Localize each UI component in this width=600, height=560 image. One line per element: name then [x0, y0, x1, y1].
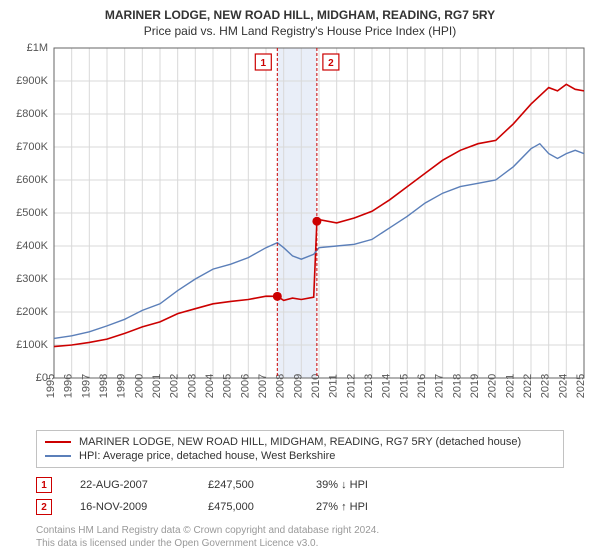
svg-text:2009: 2009 [292, 374, 304, 398]
svg-text:£600K: £600K [16, 174, 48, 186]
sale-date: 22-AUG-2007 [80, 479, 180, 491]
svg-text:2000: 2000 [133, 374, 145, 398]
svg-text:2004: 2004 [204, 374, 216, 398]
legend-label: HPI: Average price, detached house, West… [79, 450, 335, 462]
svg-text:2018: 2018 [451, 374, 463, 398]
svg-text:£200K: £200K [16, 306, 48, 318]
legend-swatch [45, 455, 71, 457]
svg-text:2024: 2024 [557, 374, 569, 398]
svg-text:2012: 2012 [345, 374, 357, 398]
legend-swatch [45, 441, 71, 443]
svg-text:£500K: £500K [16, 207, 48, 219]
marker-chip: 1 [36, 477, 52, 493]
svg-text:2021: 2021 [504, 374, 516, 398]
chart-svg: £0£100K£200K£300K£400K£500K£600K£700K£80… [0, 42, 600, 422]
svg-text:£400K: £400K [16, 240, 48, 252]
legend-item-property: MARINER LODGE, NEW ROAD HILL, MIDGHAM, R… [45, 435, 555, 449]
sale-delta: 39% ↓ HPI [316, 479, 416, 491]
sale-price: £247,500 [208, 479, 288, 491]
svg-text:£800K: £800K [16, 108, 48, 120]
legend-item-hpi: HPI: Average price, detached house, West… [45, 449, 555, 463]
svg-text:1998: 1998 [98, 374, 110, 398]
svg-text:1996: 1996 [63, 374, 75, 398]
svg-text:2023: 2023 [540, 374, 552, 398]
svg-text:2014: 2014 [381, 374, 393, 398]
disclaimer-line: Contains HM Land Registry data © Crown c… [36, 524, 564, 537]
svg-text:2020: 2020 [487, 374, 499, 398]
svg-text:2001: 2001 [151, 374, 163, 398]
sale-delta: 27% ↑ HPI [316, 501, 416, 513]
price-chart: £0£100K£200K£300K£400K£500K£600K£700K£80… [0, 42, 600, 422]
svg-text:2008: 2008 [275, 374, 287, 398]
svg-text:1: 1 [261, 58, 267, 69]
svg-text:£100K: £100K [16, 339, 48, 351]
svg-text:2013: 2013 [363, 374, 375, 398]
svg-text:2015: 2015 [398, 374, 410, 398]
svg-text:2006: 2006 [239, 374, 251, 398]
svg-text:£700K: £700K [16, 141, 48, 153]
svg-text:2017: 2017 [434, 374, 446, 398]
svg-text:2003: 2003 [186, 374, 198, 398]
svg-text:2007: 2007 [257, 374, 269, 398]
disclaimer-line: This data is licensed under the Open Gov… [36, 537, 564, 550]
sale-price: £475,000 [208, 501, 288, 513]
svg-text:2010: 2010 [310, 374, 322, 398]
sale-date: 16-NOV-2009 [80, 501, 180, 513]
svg-text:2025: 2025 [575, 374, 587, 398]
legend: MARINER LODGE, NEW ROAD HILL, MIDGHAM, R… [36, 430, 564, 468]
svg-text:2002: 2002 [169, 374, 181, 398]
legend-label: MARINER LODGE, NEW ROAD HILL, MIDGHAM, R… [79, 436, 521, 448]
svg-text:2: 2 [328, 58, 334, 69]
svg-text:2022: 2022 [522, 374, 534, 398]
page-subtitle: Price paid vs. HM Land Registry's House … [0, 22, 600, 42]
svg-text:£900K: £900K [16, 75, 48, 87]
marker-chip: 2 [36, 499, 52, 515]
svg-text:2019: 2019 [469, 374, 481, 398]
page-title: MARINER LODGE, NEW ROAD HILL, MIDGHAM, R… [0, 0, 600, 22]
disclaimer: Contains HM Land Registry data © Crown c… [36, 524, 564, 550]
svg-text:£1M: £1M [27, 42, 48, 54]
sales-table: 1 22-AUG-2007 £247,500 39% ↓ HPI 2 16-NO… [36, 474, 564, 518]
svg-text:1997: 1997 [80, 374, 92, 398]
svg-text:2016: 2016 [416, 374, 428, 398]
svg-text:1995: 1995 [45, 374, 57, 398]
sale-row: 1 22-AUG-2007 £247,500 39% ↓ HPI [36, 474, 564, 496]
sale-row: 2 16-NOV-2009 £475,000 27% ↑ HPI [36, 496, 564, 518]
svg-text:1999: 1999 [116, 374, 128, 398]
svg-text:£300K: £300K [16, 273, 48, 285]
svg-text:2005: 2005 [222, 374, 234, 398]
